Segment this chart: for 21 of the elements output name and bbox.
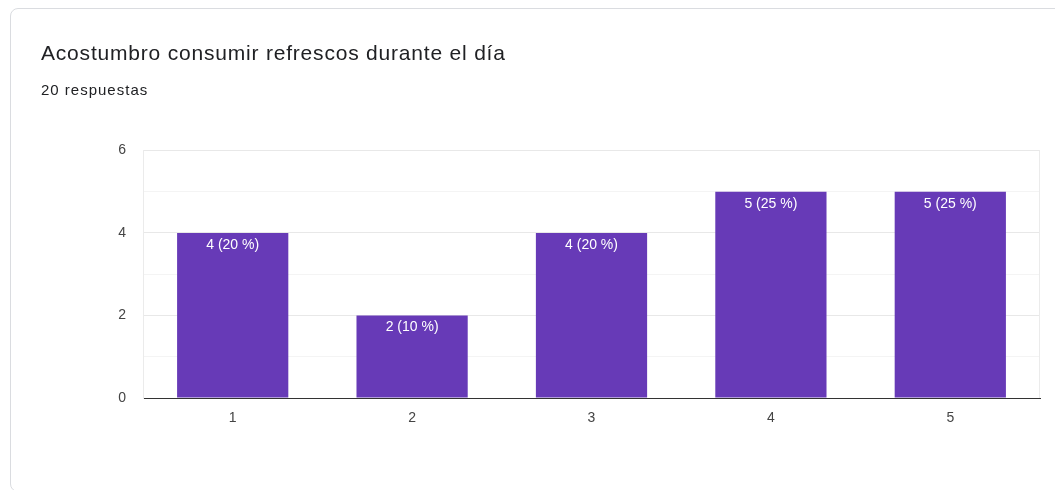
chart-subtitle: 20 respuestas (41, 81, 149, 99)
y-tick-label: 4 (118, 223, 127, 240)
data-label: 4 (20 %) (206, 235, 260, 252)
y-tick-label: 2 (118, 306, 127, 323)
chart-title: Acostumbro consumir refrescos durante el día (41, 41, 506, 65)
y-tick-label: 6 (118, 141, 127, 158)
bar (894, 191, 1006, 398)
x-tick-label: 5 (946, 409, 955, 426)
data-label: 5 (25 %) (923, 194, 977, 211)
bar (535, 232, 648, 398)
data-label: 5 (25 %) (744, 194, 798, 211)
x-tick-label: 2 (408, 409, 417, 426)
bar (715, 191, 827, 398)
x-tick-label: 1 (228, 409, 237, 426)
data-label: 4 (20 %) (565, 235, 618, 252)
bar (356, 315, 468, 398)
y-tick-label: 0 (118, 388, 127, 405)
x-tick-label: 4 (767, 409, 775, 426)
x-tick-label: 3 (587, 409, 596, 426)
bar (177, 232, 289, 398)
data-label: 2 (10 %) (385, 318, 439, 335)
